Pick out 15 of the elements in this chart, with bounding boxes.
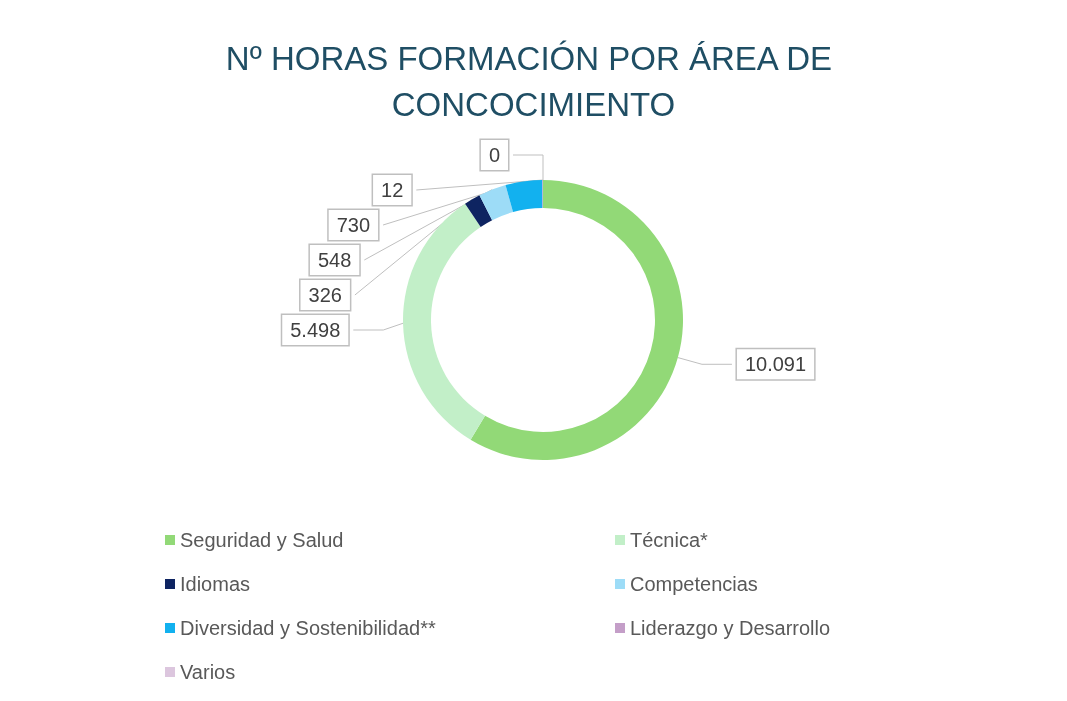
text: 0 [488, 144, 500, 166]
data-label: 10.091 [744, 353, 807, 376]
legend-label: Técnica* [630, 529, 709, 551]
data-label: 730 [336, 214, 371, 236]
data-label: 12 [381, 179, 404, 201]
legend-label: Competencias [630, 573, 758, 595]
legend-label: Idiomas [180, 573, 251, 595]
chart-title: Nº HORAS FORMACIÓN POR ÁREA DE CONCOCIMIENTO [225, 39, 842, 123]
data-label: 326 [308, 284, 342, 306]
legend-label: Seguridad y Salud [180, 529, 344, 551]
legend-label: Varios [180, 661, 236, 683]
legend-label: Diversidad y Sostenibilidad** [180, 617, 436, 639]
legend-label: Liderazgo y Desarrollo [630, 617, 831, 639]
data-label: 5.498 [290, 319, 341, 341]
data-label: 548 [317, 249, 352, 271]
